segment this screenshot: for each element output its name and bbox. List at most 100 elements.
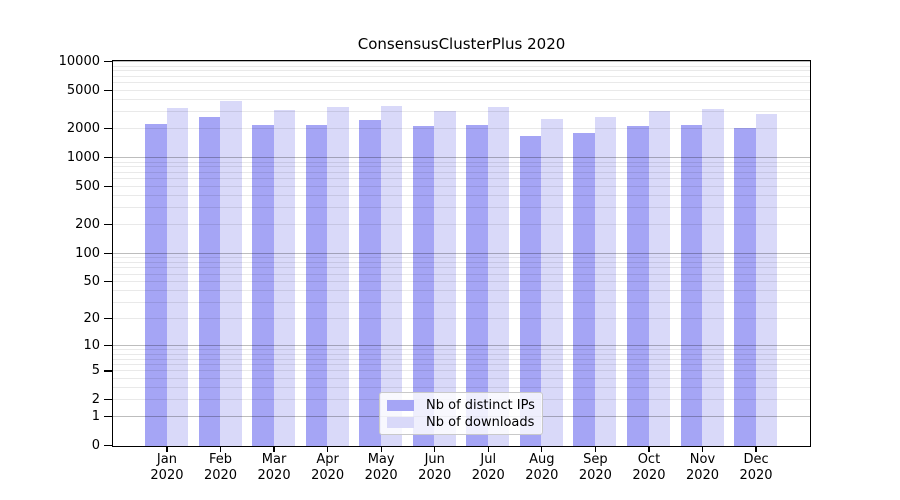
x-tick-oct-2020: [648, 447, 650, 452]
bar-downloads-apr-2020: [327, 106, 349, 446]
x-tick-label-nov-2020: Nov 2020: [685, 452, 720, 483]
bar-downloads-aug-2020: [541, 118, 563, 446]
gridline-minor-300: [113, 207, 810, 209]
x-tick-label-apr-2020: Apr 2020: [311, 452, 345, 483]
x-tick-apr-2020: [326, 447, 329, 452]
gridline-major-10000: [113, 61, 810, 63]
y-tick-2: [104, 399, 112, 401]
y-tick-label-20: 20: [83, 311, 100, 327]
bar-distinct-ips-feb-2020: [198, 117, 221, 446]
gridline-minor-600: [113, 178, 810, 180]
y-tick-10: [104, 345, 112, 347]
chart-title: ConsensusClusterPlus 2020: [357, 35, 566, 53]
y-tick-20: [104, 318, 112, 320]
y-tick-1: [104, 416, 112, 418]
x-tick-mar-2020: [273, 447, 275, 452]
bar-downloads-jun-2020: [434, 110, 456, 446]
x-tick-label-jul-2020: Jul 2020: [471, 452, 505, 483]
legend-swatch-distinct-ips: [387, 399, 414, 411]
legend-swatch-downloads: [387, 416, 414, 428]
legend: Nb of distinct IPs Nb of downloads: [379, 392, 543, 435]
y-tick-label-5: 5: [91, 363, 100, 379]
legend-label-downloads: Nb of downloads: [426, 414, 535, 430]
y-tick-label-5000: 5000: [66, 82, 100, 98]
gridline-minor-400: [113, 195, 810, 197]
gridline-minor-7: [113, 358, 810, 360]
gridline-minor-80: [113, 261, 810, 263]
y-tick-label-500: 500: [75, 178, 100, 194]
x-tick-label-jan-2020: Jan 2020: [150, 452, 184, 483]
gridline-minor-4000: [113, 99, 810, 101]
x-tick-jun-2020: [434, 447, 436, 452]
bar-distinct-ips-mar-2020: [252, 125, 274, 446]
bar-distinct-ips-nov-2020: [680, 125, 703, 446]
x-tick-label-may-2020: May 2020: [364, 452, 398, 483]
bar-distinct-ips-sep-2020: [573, 132, 595, 446]
bar-distinct-ips-dec-2020: [734, 128, 756, 446]
gridline-minor-6000: [113, 82, 810, 84]
y-tick-label-1000: 1000: [66, 150, 100, 166]
y-tick-label-50: 50: [83, 274, 100, 290]
bar-distinct-ips-apr-2020: [305, 124, 328, 446]
bar-distinct-ips-oct-2020: [627, 125, 649, 446]
bar-downloads-may-2020: [380, 106, 403, 446]
gridline-minor-70: [113, 267, 810, 269]
gridline-minor-200: [113, 224, 810, 226]
gridline-minor-50: [113, 281, 810, 283]
x-tick-label-mar-2020: Mar 2020: [257, 452, 291, 483]
y-tick-100: [104, 252, 112, 254]
x-tick-label-aug-2020: Aug 2020: [525, 452, 559, 483]
gridline-minor-500: [113, 186, 810, 187]
y-tick-1000: [104, 156, 112, 159]
gridline-minor-900: [113, 161, 810, 163]
x-tick-jan-2020: [166, 447, 168, 452]
y-tick-label-2: 2: [91, 392, 100, 408]
bar-downloads-dec-2020: [755, 114, 778, 446]
y-tick-label-10000: 10000: [58, 54, 100, 70]
bar-downloads-mar-2020: [273, 109, 296, 446]
y-tick-200: [104, 223, 112, 226]
x-tick-label-dec-2020: Dec 2020: [739, 452, 773, 483]
bar-distinct-ips-aug-2020: [519, 135, 542, 446]
gridline-minor-700: [113, 172, 810, 173]
bar-downloads-oct-2020: [648, 110, 671, 446]
x-tick-aug-2020: [541, 447, 543, 452]
bar-downloads-sep-2020: [594, 117, 617, 446]
gridline-minor-5: [113, 370, 810, 372]
x-tick-label-jun-2020: Jun 2020: [418, 452, 452, 483]
x-tick-label-feb-2020: Feb 2020: [203, 452, 238, 483]
x-tick-jul-2020: [487, 447, 489, 452]
bar-downloads-nov-2020: [702, 108, 724, 446]
x-tick-nov-2020: [701, 447, 704, 452]
gridline-minor-9: [113, 349, 810, 351]
x-tick-dec-2020: [755, 447, 757, 452]
gridline-major-10: [113, 345, 810, 347]
y-tick-label-200: 200: [75, 216, 100, 232]
gridline-minor-9000: [113, 65, 810, 67]
plot-canvas: [113, 61, 810, 446]
bar-distinct-ips-jul-2020: [466, 124, 488, 446]
y-tick-label-100: 100: [75, 245, 100, 261]
y-tick-500: [104, 185, 112, 188]
x-tick-may-2020: [380, 447, 382, 452]
gridline-minor-800: [113, 166, 810, 168]
y-tick-label-1: 1: [91, 409, 100, 425]
bar-downloads-feb-2020: [220, 100, 242, 446]
plot-area: Nb of distinct IPs Nb of downloads: [112, 60, 811, 447]
legend-item-distinct-ips: Nb of distinct IPs: [387, 397, 535, 413]
gridline-minor-20: [113, 318, 810, 320]
y-tick-label-0: 0: [91, 438, 100, 454]
y-tick-5000: [104, 89, 112, 92]
gridline-minor-5000: [113, 90, 810, 92]
gridline-minor-3: [113, 387, 810, 389]
bar-distinct-ips-jun-2020: [412, 126, 435, 446]
legend-label-distinct-ips: Nb of distinct IPs: [426, 397, 535, 413]
bar-downloads-jul-2020: [487, 107, 510, 446]
x-tick-sep-2020: [594, 447, 597, 452]
y-tick-label-2000: 2000: [66, 121, 100, 137]
gridline-minor-8: [113, 353, 810, 355]
x-tick-label-sep-2020: Sep 2020: [578, 452, 612, 483]
bar-downloads-jan-2020: [166, 108, 189, 446]
y-tick-2000: [104, 128, 112, 130]
